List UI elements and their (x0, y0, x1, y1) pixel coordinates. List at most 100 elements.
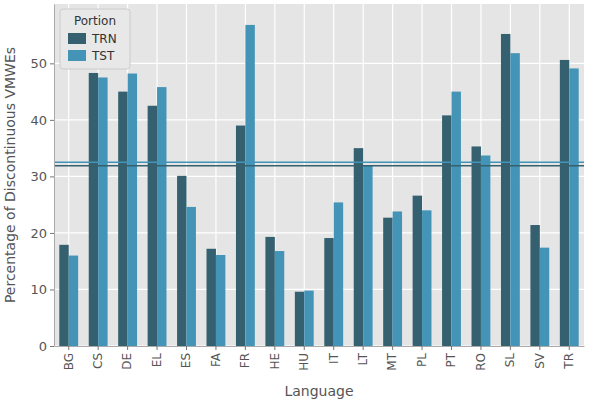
tick-mark (50, 63, 54, 64)
bar (295, 292, 304, 346)
tick-mark (392, 346, 393, 350)
tick-label: IT (327, 352, 341, 364)
tick-label: HE (268, 353, 282, 370)
tick-label: DE (120, 353, 134, 370)
tick: DE (120, 346, 134, 370)
tick-mark (157, 346, 158, 350)
bar-series (69, 25, 579, 346)
tick: PT (444, 346, 458, 368)
tick-label: CS (91, 353, 105, 369)
bar (334, 202, 343, 346)
tick-label: HU (297, 353, 311, 371)
bar (207, 249, 216, 346)
bar (177, 176, 186, 346)
tick: IT (327, 346, 341, 364)
tick-mark (569, 346, 570, 350)
legend-box (60, 9, 130, 69)
bar (393, 211, 402, 346)
bar (59, 245, 68, 346)
bar (98, 77, 107, 346)
bar (510, 53, 519, 346)
tick-mark (50, 120, 54, 121)
x-grid (69, 4, 570, 346)
tick-mark (245, 346, 246, 350)
bar (569, 68, 578, 346)
bar (442, 115, 451, 346)
legend-label: TRN (91, 32, 117, 46)
tick-label: SL (503, 353, 517, 368)
legend-swatch (68, 33, 86, 44)
tick-mark (510, 346, 511, 350)
bar (481, 155, 490, 346)
bar (501, 34, 510, 346)
tick-mark (127, 346, 128, 350)
bar (118, 92, 127, 346)
reference-line (54, 162, 584, 164)
tick: HU (297, 346, 311, 371)
tick-mark (50, 176, 54, 177)
bar (304, 291, 313, 346)
bar (413, 196, 422, 346)
legend: PortionTRNTST (60, 9, 130, 69)
tick-label: 20 (30, 226, 47, 241)
legend-label: TST (91, 49, 115, 63)
tick: SV (533, 346, 547, 369)
tick-mark (274, 346, 275, 350)
tick-mark (68, 346, 69, 350)
tick: BG (62, 346, 76, 370)
legend-swatch (68, 50, 86, 61)
bar (89, 73, 98, 346)
tick-mark (363, 346, 364, 350)
bar (236, 126, 245, 346)
tick: 40 (30, 113, 54, 128)
tick-label: MT (385, 352, 399, 370)
y-axis-title: Percentage of Discontinuous VMWEs (2, 47, 18, 303)
tick-label: SV (533, 352, 547, 369)
tick: RO (474, 346, 488, 371)
bar (324, 238, 333, 346)
tick-label: ES (179, 353, 193, 368)
tick-label: PT (444, 352, 458, 367)
tick: MT (385, 346, 399, 371)
bar (472, 146, 481, 346)
bar (148, 106, 157, 346)
tick: FR (238, 346, 252, 368)
tick: LT (356, 346, 370, 365)
bar (245, 25, 254, 346)
tick-mark (422, 346, 423, 350)
tick-label: 30 (30, 169, 47, 184)
plot: 01020304050BGCSDEELESFAFRHEHUITLTMTPLPTR… (30, 4, 584, 371)
tick: CS (91, 346, 105, 369)
bar (422, 210, 431, 346)
tick-label: PL (415, 353, 429, 367)
bar (383, 218, 392, 346)
bar (540, 248, 549, 346)
tick-label: 0 (39, 339, 47, 354)
bar (187, 207, 196, 346)
axis-line (55, 346, 585, 347)
tick-mark (50, 289, 54, 290)
bar (69, 256, 78, 346)
tick-label: LT (356, 352, 370, 365)
tick-mark (451, 346, 452, 350)
tick-mark (215, 346, 216, 350)
tick: TR (562, 346, 576, 370)
tick: EL (150, 346, 164, 367)
tick-label: 40 (30, 113, 47, 128)
tick: PL (415, 346, 429, 367)
tick: HE (268, 346, 282, 370)
bar-series (59, 34, 569, 346)
plot-background (54, 4, 584, 346)
tick: 50 (30, 56, 54, 71)
tick-label: RO (474, 353, 488, 371)
bar (265, 237, 274, 346)
marks (54, 25, 584, 346)
tick-mark (50, 346, 54, 347)
tick-label: TR (562, 353, 576, 370)
tick-mark (333, 346, 334, 350)
y-axis: 01020304050 (30, 5, 54, 354)
bar (530, 225, 539, 346)
tick-label: FR (238, 353, 252, 368)
tick-mark (50, 233, 54, 234)
tick-mark (480, 346, 481, 350)
